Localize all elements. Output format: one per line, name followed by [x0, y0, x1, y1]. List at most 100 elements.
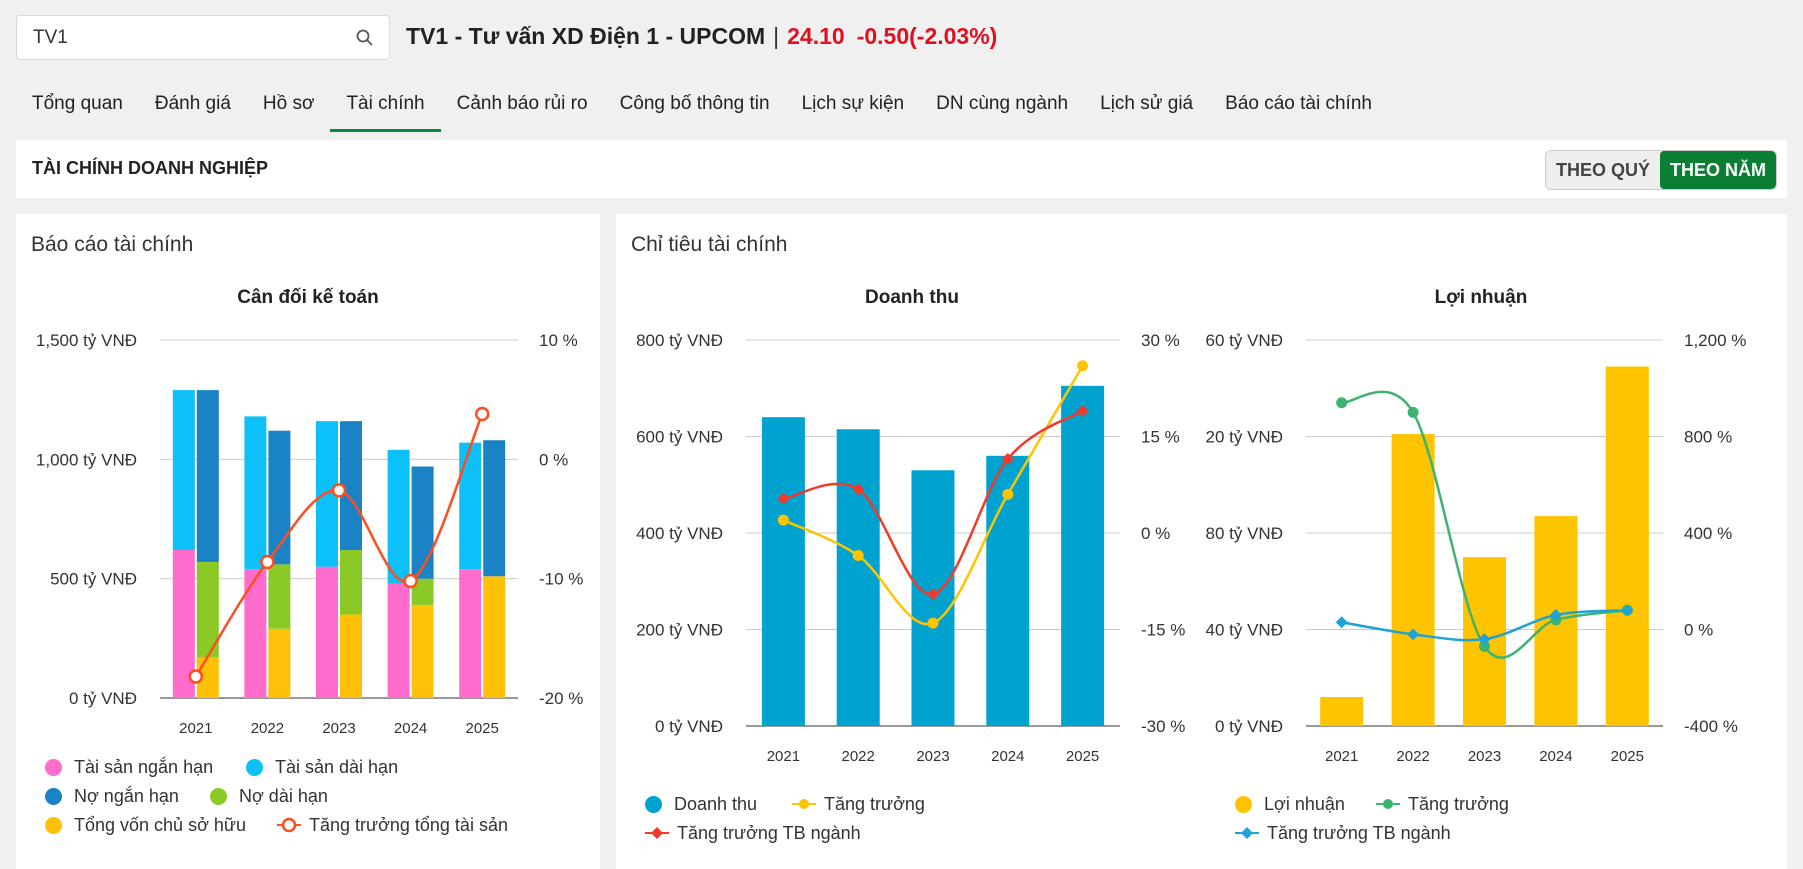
balance-sheet-chart: Cân đối kế toán 1,500 tỷ VNĐ 1,000 tỷ VNĐ 5…: [36, 287, 584, 734]
search-input[interactable]: [33, 27, 333, 49]
toggle-quarter-button[interactable]: THEO QUÝ: [1555, 160, 1650, 180]
line-point: [403, 573, 418, 589]
profit-legend: Lợi nhuận Tăng trưởng Tăng trưởng TB ngà…: [1235, 792, 1775, 862]
bar-Tài sản ngắn hạn: [172, 550, 195, 698]
y-axis-right-tick-label: 30 %: [1141, 331, 1180, 350]
tab-bao-cao-tai-chinh[interactable]: Báo cáo tài chính: [1225, 93, 1372, 114]
legend-item-loi-nhuan[interactable]: Lợi nhuận: [1235, 792, 1345, 816]
bar-Lợi nhuận: [1605, 366, 1649, 726]
line-point: [1621, 604, 1634, 617]
line-tang-truong-tong-tai-san: [194, 413, 484, 678]
y-axis-right-tick-label: -20 %: [539, 689, 583, 708]
tab-cong-bo-thong-tin[interactable]: Công bố thông tin: [619, 93, 770, 114]
bar-Nợ ngắn hạn: [268, 430, 291, 565]
line-point: [1407, 406, 1419, 418]
x-axis-tick-label: 2023: [1468, 748, 1501, 765]
y-axis-right-tick-label: 400 %: [1684, 524, 1732, 543]
x-axis-tick-label: 2024: [1539, 748, 1572, 765]
legend-line-marker-icon: [1235, 827, 1259, 839]
panel-title-right: Chỉ tiêu tài chính: [631, 233, 788, 256]
bar-Tổng vốn chủ sở hữu: [483, 576, 506, 698]
financial-indicators-panel: Chỉ tiêu tài chính Doanh thu 800 tỷ VNĐ 60…: [616, 214, 1787, 869]
legend-item-no-ngan-han[interactable]: Nợ ngắn hạn: [45, 784, 179, 808]
tab-ho-so[interactable]: Hồ sơ: [262, 93, 315, 114]
panel-title-left: Báo cáo tài chính: [31, 233, 194, 256]
y-axis-right-tick-label: 15 %: [1141, 428, 1180, 447]
search-box[interactable]: [16, 15, 390, 60]
y-axis-right-tick-label: 0 %: [539, 450, 568, 469]
x-axis-tick-label: 2025: [1066, 748, 1099, 765]
y-axis-left-tick-label: 40 tỷ VNĐ: [1206, 621, 1283, 640]
tab-lich-su-kien[interactable]: Lịch sự kiện: [801, 93, 905, 114]
tab-danh-gia[interactable]: Đánh giá: [154, 93, 231, 114]
search-icon[interactable]: [355, 28, 375, 48]
tab-canh-bao-rui-ro[interactable]: Cảnh báo rủi ro: [456, 93, 588, 114]
bar-Doanh thu: [986, 455, 1030, 726]
legend-item-doanh-thu[interactable]: Doanh thu: [645, 792, 757, 816]
x-axis-tick-label: 2022: [1396, 748, 1429, 765]
toggle-year-button[interactable]: THEO NĂM: [1660, 151, 1776, 189]
tab-tong-quan[interactable]: Tổng quan: [32, 93, 123, 114]
legend-label: Nợ dài hạn: [239, 785, 328, 806]
y-axis-right-tick-label: -15 %: [1141, 621, 1185, 640]
legend-label: Tăng trưởng TB ngành: [1267, 822, 1451, 843]
legend-label: Lợi nhuận: [1264, 793, 1345, 814]
bar-Nợ ngắn hạn: [411, 466, 434, 579]
y-axis-right-tick-label: -10 %: [539, 570, 583, 589]
ticker-name: TV1 - Tư vấn XD Điện 1 - UPCOM: [406, 23, 766, 49]
legend-item-tang-truong[interactable]: Tăng trưởng: [792, 792, 925, 816]
bar-Tài sản ngắn hạn: [316, 566, 338, 698]
x-axis-tick-label: 2021: [179, 720, 212, 734]
y-axis-right-tick-label: 10 %: [539, 331, 578, 350]
bar-Tổng vốn chủ sở hữu: [268, 628, 291, 698]
bar-Tổng vốn chủ sở hữu: [340, 614, 362, 698]
bar-Tài sản ngắn hạn: [459, 569, 482, 698]
y-axis-left-tick-label: 600 tỷ VNĐ: [636, 428, 723, 447]
legend-item-tang-truong-profit[interactable]: Tăng trưởng: [1376, 792, 1509, 816]
line-point: [1478, 633, 1491, 646]
line-point: [474, 406, 490, 422]
y-axis-left-tick-label: 0 tỷ VNĐ: [1215, 717, 1283, 736]
tab-dn-cung-nganh[interactable]: DN cùng ngành: [936, 93, 1069, 114]
y-axis-left-tick-label: 400 tỷ VNĐ: [636, 524, 723, 543]
bar-Tài sản ngắn hạn: [244, 569, 267, 698]
legend-item-tang-truong-tong-tai-san[interactable]: Tăng trưởng tổng tài sản: [277, 813, 508, 837]
legend-item-tong-von-chu-so-huu[interactable]: Tổng vốn chủ sở hữu: [45, 813, 246, 837]
line-point: [188, 669, 204, 684]
tab-lich-su-gia[interactable]: Lịch sử giá: [1100, 93, 1194, 114]
line-point: [1479, 640, 1490, 652]
legend-item-tai-san-dai-han[interactable]: Tài sản dài hạn: [246, 755, 398, 779]
bar-Lợi nhuận: [1391, 434, 1435, 726]
line-point: [1076, 404, 1089, 417]
x-axis-tick-label: 2024: [991, 748, 1024, 765]
legend-label: Tăng trưởng: [1408, 793, 1509, 814]
line-point: [1001, 453, 1014, 466]
ticker-price: 24.10: [787, 23, 845, 49]
legend-line-marker-icon: [645, 827, 669, 839]
line-point: [1335, 616, 1348, 629]
y-axis-left-tick-label: 1,500 tỷ VNĐ: [36, 331, 137, 350]
bar-Nợ dài hạn: [411, 578, 434, 605]
legend-item-tang-truong-tb-nganh[interactable]: Tăng trưởng TB ngành: [645, 821, 861, 845]
y-axis-left-tick-label: 200 tỷ VNĐ: [636, 621, 723, 640]
legend-item-no-dai-han[interactable]: Nợ dài hạn: [210, 784, 328, 808]
bar-Tài sản dài hạn: [459, 442, 482, 570]
legend-dot: [45, 758, 62, 776]
legend-line-marker-icon: [277, 817, 301, 833]
revenue-legend: Doanh thu Tăng trưởng Tăng trưởng TB ngà…: [645, 792, 1185, 862]
line-point: [1336, 397, 1348, 409]
y-axis-left-tick-label: 0 tỷ VNĐ: [655, 717, 723, 736]
bar-Nợ dài hạn: [268, 564, 291, 629]
bar-Nợ dài hạn: [196, 561, 219, 658]
legend-item-tai-san-ngan-han[interactable]: Tài sản ngắn hạn: [45, 755, 213, 779]
bar-Tài sản ngắn hạn: [387, 583, 410, 698]
x-axis-tick-label: 2023: [322, 720, 355, 734]
tab-tai-chinh[interactable]: Tài chính: [330, 80, 441, 132]
x-axis-tick-label: 2024: [394, 720, 427, 734]
legend-label: Tăng trưởng: [824, 793, 925, 814]
y-axis-left-tick-label: 160 tỷ VNĐ: [1206, 331, 1283, 350]
legend-label: Tăng trưởng tổng tài sản: [309, 814, 508, 835]
y-axis-left-tick-label: 1,000 tỷ VNĐ: [36, 450, 137, 469]
legend-item-tang-truong-tb-nganh-profit[interactable]: Tăng trưởng TB ngành: [1235, 821, 1451, 845]
line-point: [852, 550, 864, 562]
